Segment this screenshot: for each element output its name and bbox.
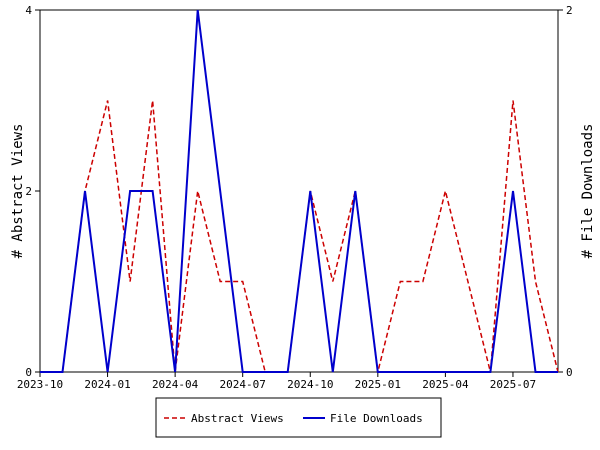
legend-label-abstract-views: Abstract Views <box>191 412 284 425</box>
x-tick-label: 2024-07 <box>220 378 266 391</box>
left-axis-title: # Abstract Views <box>10 124 26 259</box>
x-tick-label: 2024-04 <box>152 378 199 391</box>
x-tick-label: 2024-01 <box>84 378 130 391</box>
right-tick-label: 0 <box>566 366 573 379</box>
series-group <box>40 9 559 373</box>
left-tick-label: 0 <box>25 366 32 379</box>
legend-box <box>155 397 442 438</box>
series-line-abstract-views <box>40 100 559 373</box>
plot-area <box>39 9 559 373</box>
x-tick-label: 2025-04 <box>422 378 469 391</box>
x-tick-label: 2023-10 <box>17 378 63 391</box>
right-axis-title: # File Downloads <box>580 124 596 259</box>
x-axis: 2023-10 2024-01 2024-04 2024-07 2024-10 2025-… <box>17 372 536 391</box>
right-tick-label: 2 <box>566 4 573 17</box>
left-axis: 0 2 4 <box>25 4 40 379</box>
left-tick-label: 2 <box>25 185 32 198</box>
x-tick-label: 2024-10 <box>287 378 333 391</box>
right-axis: 02 <box>558 4 573 379</box>
series-line-file-downloads <box>40 9 558 373</box>
x-tick-label: 2025-07 <box>490 378 536 391</box>
x-tick-label: 2025-01 <box>355 378 401 391</box>
legend: Abstract Views File Downloads <box>155 397 442 438</box>
legend-label-file-downloads: File Downloads <box>330 412 423 425</box>
plot-border <box>39 9 559 373</box>
left-tick-label: 4 <box>25 4 32 17</box>
